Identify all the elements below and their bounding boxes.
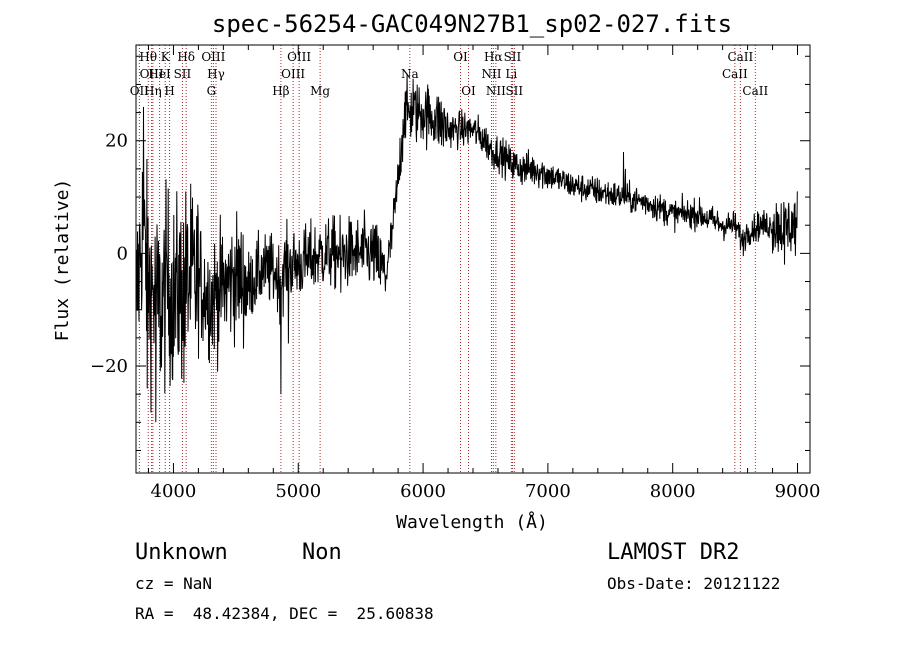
spectral-line-label: OIII [140, 67, 164, 81]
chart-title: spec-56254-GAC049N27B1_sp02-027.fits [212, 10, 732, 38]
spectral-line-label: OI [453, 50, 468, 64]
redshift-cz: cz = NaN [135, 574, 212, 593]
spectral-line-label: CaII [722, 67, 748, 81]
spectral-line-label: OIII [201, 50, 225, 64]
spectral-line-label: Hγ [207, 67, 225, 81]
spectral-line-label: SII [174, 67, 192, 81]
y-axis-title: Flux (relative) [52, 179, 73, 342]
spectral-line-label: Mg [310, 84, 330, 98]
y-tick-label: 0 [117, 243, 128, 264]
y-tick-label: −20 [90, 356, 128, 377]
spectrum-line [135, 73, 798, 423]
survey-name: LAMOST DR2 [607, 540, 739, 565]
object-subclass: Non [302, 540, 342, 565]
spectral-line-label: CaII [727, 50, 753, 64]
sky-coordinates: RA = 48.42384, DEC = 25.60838 [135, 604, 434, 623]
spectral-line-label: OI [461, 84, 476, 98]
object-class: Unknown [135, 540, 228, 565]
spectral-line-label: K [161, 50, 171, 64]
spectral-line-label: G [207, 84, 217, 98]
y-axis-ticks: −20 0 20 [90, 55, 810, 451]
spectral-line-label: Hβ [272, 84, 289, 98]
spectral-line-labels: OIIHθOIIIHηHeIKHSIIHδGOIIIHγHβOIIIOIIIMg… [130, 50, 769, 98]
spectral-line-label: H [164, 84, 174, 98]
x-axis-title: Wavelength (Å) [396, 511, 548, 533]
x-tick-label: 4000 [151, 481, 197, 502]
x-axis-ticks: 4000 5000 6000 7000 8000 9000 [147, 45, 821, 502]
spectral-line-label: OIII [281, 67, 305, 81]
spectral-line-label: NII [486, 84, 506, 98]
spectral-line-label: CaII [742, 84, 768, 98]
spectral-line-label: Li [505, 67, 517, 81]
x-tick-label: 8000 [650, 481, 696, 502]
y-tick-label: 20 [105, 131, 128, 152]
spectral-line-label: SII [505, 84, 523, 98]
spectral-line-label: OII [130, 84, 150, 98]
spectral-line-label: Na [401, 67, 419, 81]
spectral-line-label: OIII [287, 50, 311, 64]
x-tick-label: 9000 [775, 481, 821, 502]
spectral-line-label: HeI [148, 67, 171, 81]
spectral-line-label: Hα [484, 50, 503, 64]
spectral-line-label: Hη [144, 84, 162, 98]
spectral-line-label: Hδ [177, 50, 195, 64]
x-tick-label: 5000 [275, 481, 321, 502]
x-tick-label: 7000 [525, 481, 571, 502]
spectral-line-label: SII [504, 50, 522, 64]
x-tick-label: 6000 [400, 481, 446, 502]
observation-date: Obs-Date: 20121122 [607, 574, 780, 593]
spectral-line-label: NII [481, 67, 501, 81]
spectral-line-label: Hθ [139, 50, 157, 64]
